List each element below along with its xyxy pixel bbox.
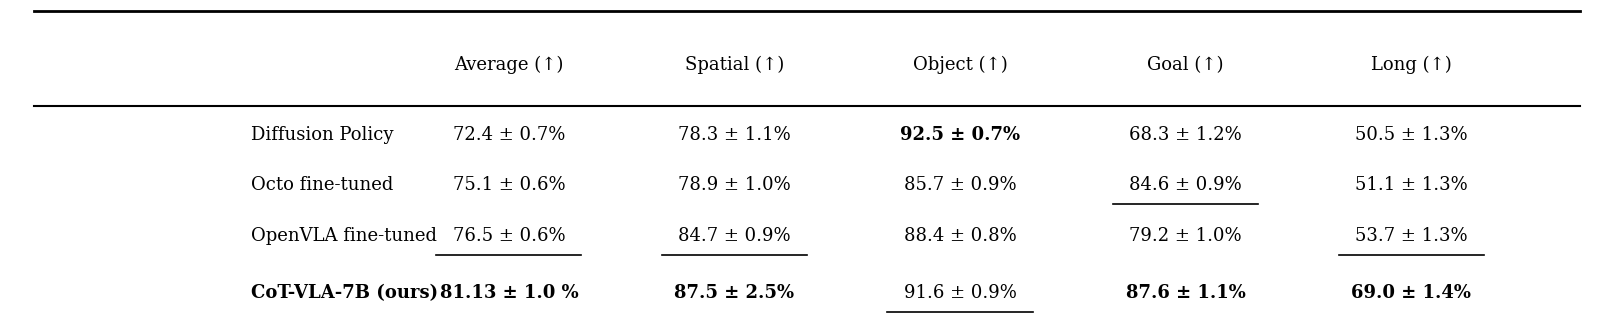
Text: 87.6 ± 1.1%: 87.6 ± 1.1% [1125, 284, 1246, 302]
Text: 91.6 ± 0.9%: 91.6 ± 0.9% [904, 284, 1017, 302]
Text: Octo fine-tuned: Octo fine-tuned [252, 176, 394, 194]
Text: 87.5 ± 2.5%: 87.5 ± 2.5% [675, 284, 794, 302]
Text: 72.4 ± 0.7%: 72.4 ± 0.7% [454, 126, 565, 144]
Text: OpenVLA fine-tuned: OpenVLA fine-tuned [252, 227, 437, 245]
Text: 68.3 ± 1.2%: 68.3 ± 1.2% [1130, 126, 1243, 144]
Text: 78.3 ± 1.1%: 78.3 ± 1.1% [678, 126, 791, 144]
Text: 75.1 ± 0.6%: 75.1 ± 0.6% [452, 176, 565, 194]
Text: Average (↑): Average (↑) [454, 56, 563, 74]
Text: 79.2 ± 1.0%: 79.2 ± 1.0% [1130, 227, 1241, 245]
Text: CoT-VLA-7B (ours): CoT-VLA-7B (ours) [252, 284, 439, 302]
Text: 50.5 ± 1.3%: 50.5 ± 1.3% [1354, 126, 1467, 144]
Text: Object (↑): Object (↑) [912, 56, 1007, 74]
Text: 53.7 ± 1.3%: 53.7 ± 1.3% [1354, 227, 1467, 245]
Text: Diffusion Policy: Diffusion Policy [252, 126, 394, 144]
Text: 81.13 ± 1.0 %: 81.13 ± 1.0 % [439, 284, 578, 302]
Text: 84.6 ± 0.9%: 84.6 ± 0.9% [1130, 176, 1243, 194]
Text: Spatial (↑): Spatial (↑) [684, 56, 784, 74]
Text: 78.9 ± 1.0%: 78.9 ± 1.0% [678, 176, 791, 194]
Text: 92.5 ± 0.7%: 92.5 ± 0.7% [901, 126, 1020, 144]
Text: 84.7 ± 0.9%: 84.7 ± 0.9% [678, 227, 791, 245]
Text: Goal (↑): Goal (↑) [1148, 56, 1223, 74]
Text: Long (↑): Long (↑) [1370, 56, 1451, 74]
Text: 85.7 ± 0.9%: 85.7 ± 0.9% [904, 176, 1017, 194]
Text: 88.4 ± 0.8%: 88.4 ± 0.8% [904, 227, 1017, 245]
Text: 76.5 ± 0.6%: 76.5 ± 0.6% [452, 227, 565, 245]
Text: 51.1 ± 1.3%: 51.1 ± 1.3% [1354, 176, 1467, 194]
Text: 69.0 ± 1.4%: 69.0 ± 1.4% [1351, 284, 1472, 302]
